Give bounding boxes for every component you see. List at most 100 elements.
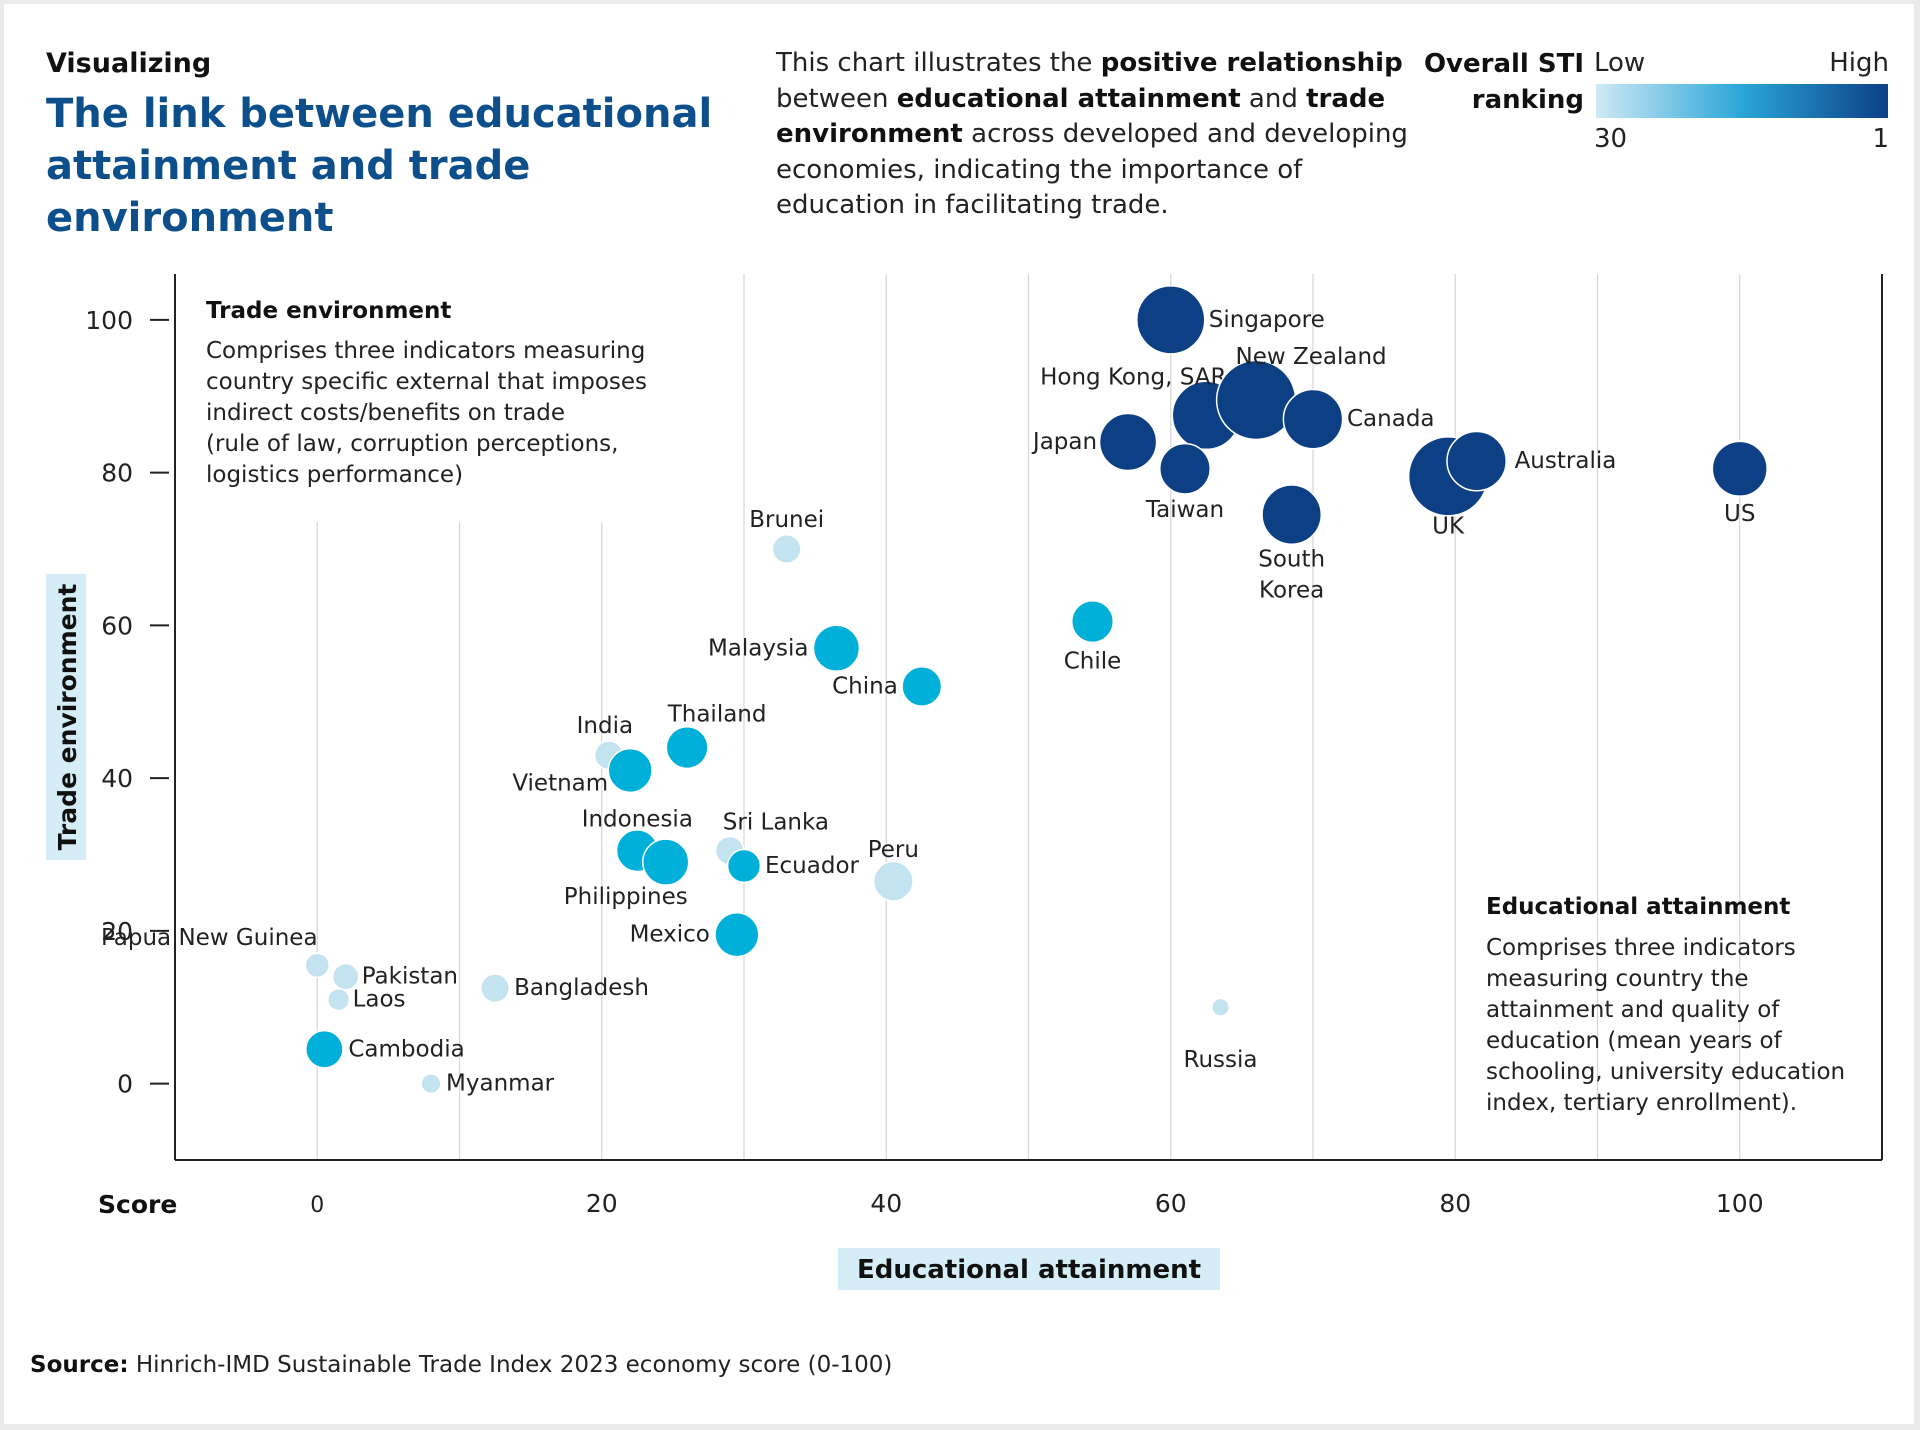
point-label: Bangladesh (514, 975, 649, 1001)
point-label: Pakistan (362, 964, 458, 990)
kicker: Visualizing (46, 48, 212, 79)
legend-title: Overall STI ranking (1423, 49, 1584, 115)
point-label: Canada (1347, 406, 1435, 432)
point-ecuador (726, 848, 762, 884)
point-label: Australia (1515, 448, 1617, 474)
description-segment: educational attainment (896, 83, 1241, 114)
education-annotation-line: measuring country the (1486, 966, 1749, 992)
education-annotation-line: Comprises three indicators (1486, 935, 1796, 961)
trade-annotation-line: Comprises three indicators measuring (206, 338, 645, 364)
education-annotation-line: index, tertiary enrollment). (1486, 1090, 1797, 1116)
point-cambodia (305, 1029, 344, 1069)
education-annotation-line: education (mean years of (1486, 1028, 1783, 1054)
source-label: Source: (30, 1352, 129, 1378)
point-laos (326, 987, 351, 1012)
legend-high-label: High (1829, 48, 1889, 78)
legend-low-label: Low (1594, 48, 1646, 78)
source-footer: Source: Hinrich-IMD Sustainable Trade In… (30, 1352, 892, 1378)
point-australia (1446, 430, 1507, 492)
point-label: Philippines (564, 884, 688, 910)
legend-max-value: 1 (1872, 124, 1889, 154)
point-mexico (714, 912, 760, 958)
chart-card: Visualizing The link between educational… (4, 4, 1914, 1424)
point-label: Cambodia (348, 1036, 464, 1062)
point-label: China (832, 673, 898, 699)
education-annotation-title: Educational attainment (1486, 894, 1790, 920)
point-papua-new-guinea (304, 952, 330, 978)
x-axis-label: Educational attainment (857, 1255, 1201, 1285)
point-peru (872, 860, 914, 902)
legend-gradient-bar (1596, 84, 1888, 118)
x-tick-label: 20 (586, 1189, 618, 1218)
point-label: Sri Lanka (723, 810, 829, 836)
point-japan (1098, 412, 1158, 472)
description-segment: and (1240, 83, 1307, 114)
point-malaysia (812, 624, 861, 673)
legend-min-value: 30 (1594, 124, 1628, 154)
x-tick-label: 40 (870, 1189, 902, 1218)
chart-description: This chart illustrates the positive rela… (776, 46, 1416, 224)
point-label: Mexico (630, 922, 710, 948)
x-tick-label: 60 (1155, 1189, 1187, 1218)
point-myanmar (420, 1073, 442, 1095)
point-label: Hong Kong, SAR (1040, 364, 1226, 390)
point-philippines (642, 838, 690, 886)
trade-annotation-title: Trade environment (206, 298, 451, 324)
point-label: Russia (1184, 1047, 1258, 1073)
point-label: Ecuador (765, 853, 860, 879)
point-label: Brunei (749, 507, 824, 533)
point-canada (1282, 388, 1344, 450)
point-label: India (577, 713, 633, 739)
trade-annotation-line: logistics performance) (206, 462, 463, 488)
description-segment: positive relationship (1100, 48, 1403, 78)
point-brunei (771, 534, 802, 564)
point-label: Taiwan (1145, 497, 1224, 523)
point-chile (1070, 599, 1115, 644)
point-label: Japan (1031, 429, 1097, 455)
point-label: Indonesia (582, 807, 693, 833)
point-bangladesh (480, 973, 511, 1004)
point-label: Laos (353, 987, 406, 1013)
point-taiwan (1159, 442, 1211, 495)
point-vietnam (607, 747, 653, 794)
y-tick-label: 60 (101, 611, 133, 640)
point-new-zealand (1215, 359, 1297, 441)
y-axis-label: Trade environment (53, 584, 82, 851)
x-tick-label: 100 (1716, 1189, 1764, 1218)
point-us (1711, 440, 1768, 497)
x-score-label: Score (98, 1190, 177, 1219)
point-label: US (1724, 501, 1755, 527)
point-label: Korea (1259, 578, 1324, 604)
point-label: Vietnam (512, 770, 608, 796)
description-segment: between (776, 83, 897, 114)
y-tick-label: 20 (101, 917, 133, 946)
trade-annotation-line: country specific external that imposes (206, 369, 647, 395)
point-label: Malaysia (708, 635, 809, 661)
point-china (901, 665, 943, 707)
y-tick-label: 40 (101, 764, 133, 793)
x-tick-label: 80 (1439, 1189, 1471, 1218)
point-pakistan (331, 962, 360, 991)
point-label: UK (1432, 513, 1465, 539)
point-singapore (1136, 285, 1206, 355)
point-thailand (665, 726, 709, 770)
trade-annotation-line: (rule of law, corruption perceptions, (206, 431, 618, 457)
x-tick-label: 0 (310, 1193, 324, 1218)
trade-annotation-line: indirect costs/benefits on trade (206, 400, 565, 426)
point-russia (1211, 997, 1230, 1017)
y-tick-label: 0 (117, 1070, 133, 1099)
point-label: South (1258, 547, 1325, 573)
point-label: Singapore (1209, 307, 1325, 333)
education-annotation-line: schooling, university education (1486, 1059, 1845, 1085)
y-tick-label: 80 (101, 459, 133, 488)
chart-title: The link between educational attainment … (46, 91, 713, 241)
point-label: Chile (1064, 649, 1122, 675)
point-label: Myanmar (446, 1071, 555, 1097)
point-south-korea (1261, 484, 1323, 545)
description-segment: across developed and developing economie… (776, 119, 1408, 220)
point-label: Thailand (667, 702, 767, 728)
point-label: Papua New Guinea (101, 925, 318, 951)
x-axis-label-box (838, 1248, 1220, 1290)
source-text: Hinrich-IMD Sustainable Trade Index 2023… (128, 1352, 893, 1378)
